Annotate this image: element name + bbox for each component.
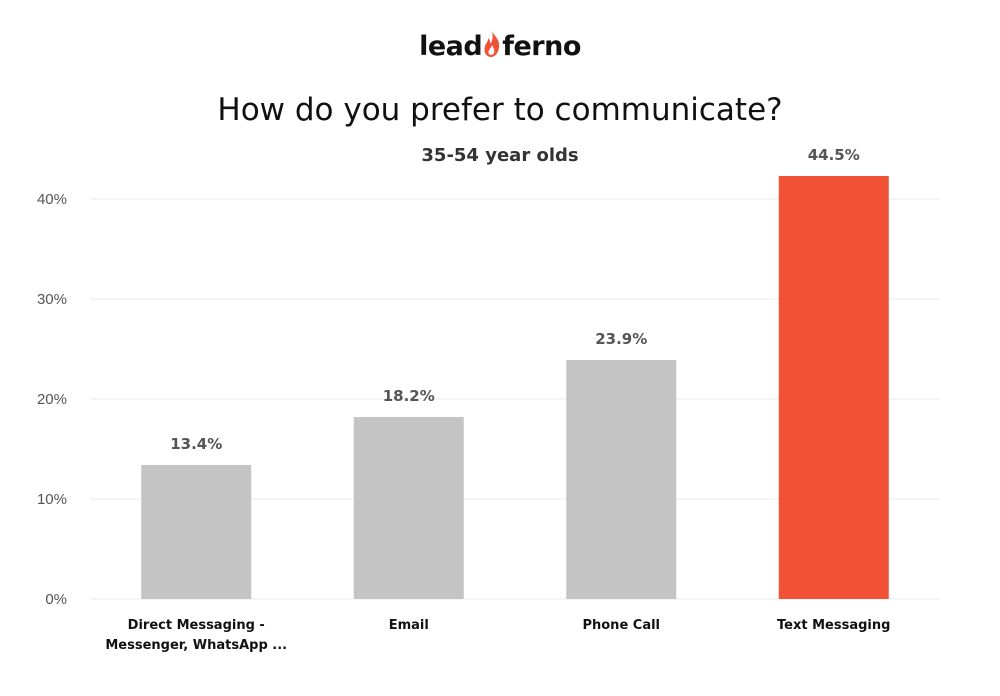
y-tick-label: 30%	[37, 291, 67, 308]
x-tick-label: Text Messaging	[777, 618, 890, 633]
bar	[353, 417, 464, 599]
bar	[778, 176, 889, 599]
bar	[566, 360, 677, 599]
y-tick-label: 10%	[37, 491, 67, 508]
logo-text-ferno: ferno	[502, 31, 581, 62]
y-tick-label: 0%	[45, 591, 67, 608]
x-tick-label: Email	[389, 618, 429, 633]
y-tick-label: 40%	[37, 191, 67, 208]
x-tick-label: Phone Call	[582, 618, 660, 633]
chart-title: How do you prefer to communicate?	[217, 92, 783, 128]
data-label: 18.2%	[383, 387, 435, 405]
flame-icon	[483, 30, 501, 65]
logo-text-lead: lead	[419, 31, 483, 62]
chart-subtitle: 35-54 year olds	[421, 145, 579, 166]
x-tick-label: Direct Messaging -	[128, 618, 265, 633]
y-axis: 0% 10% 20% 30% 40%	[37, 191, 67, 608]
leadferno-logo: lead ferno	[0, 30, 1000, 65]
y-tick-label: 20%	[37, 391, 67, 408]
bar	[141, 465, 252, 599]
x-axis: Direct Messaging - Messenger, WhatsApp ..…	[105, 618, 890, 653]
data-labels: 13.4% 18.2% 23.9% 44.5%	[170, 146, 860, 453]
data-label: 13.4%	[170, 435, 222, 453]
data-label: 44.5%	[808, 146, 860, 164]
x-tick-label: Messenger, WhatsApp ...	[105, 638, 287, 653]
bars	[141, 176, 889, 599]
data-label: 23.9%	[595, 330, 647, 348]
